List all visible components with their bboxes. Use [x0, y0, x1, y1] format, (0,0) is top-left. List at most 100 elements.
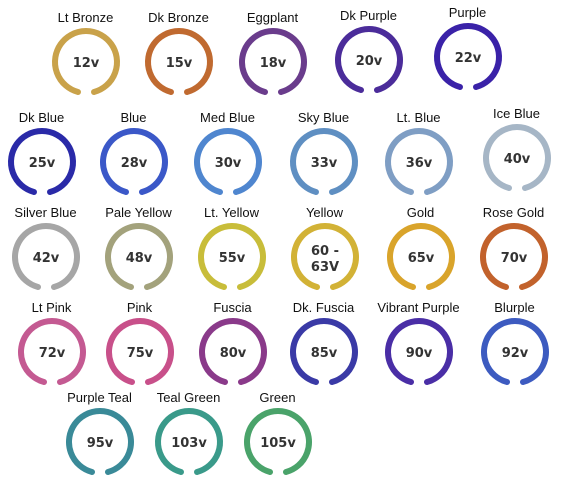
swatch-pale-yellow: Pale Yellow 48v [91, 205, 186, 300]
swatch-dk-fuscia: Dk. Fuscia 85v [276, 300, 371, 395]
swatch-voltage: 65v [408, 251, 435, 266]
ring-icon: 95v [66, 408, 134, 475]
swatch-sky-blue: Sky Blue 33v [276, 110, 371, 205]
swatch-voltage: 48v [126, 251, 153, 266]
swatch-name: Ice Blue [493, 106, 540, 121]
swatch-voltage: 20v [356, 54, 383, 69]
ring-icon: 90v [385, 318, 453, 385]
swatch-rose-gold: Rose Gold 70v [466, 205, 561, 300]
swatch-name: Green [259, 390, 296, 405]
swatch-purple: Purple 22v [420, 5, 515, 100]
ring-icon: 22v [434, 23, 502, 90]
swatch-voltage: 95v [87, 436, 114, 451]
ring-icon: 103v [155, 408, 223, 475]
swatch-name: Dk Purple [339, 8, 398, 23]
swatch-dk-purple: Dk Purple 20v [321, 8, 416, 103]
swatch-voltage: 80v [220, 346, 247, 361]
swatch-voltage: 33v [311, 156, 338, 171]
swatch-voltage: 90v [406, 346, 433, 361]
swatch-name: Yellow [305, 205, 344, 220]
swatch-voltage: 15v [166, 56, 193, 71]
swatch-name: Sky Blue [297, 110, 350, 125]
ring-icon: 55v [198, 223, 266, 290]
swatch-name: Dk Blue [18, 110, 65, 125]
ring-icon: 92v [481, 318, 549, 385]
swatch-voltage: 92v [502, 346, 529, 361]
swatch-teal-green: Teal Green 103v [141, 390, 236, 485]
swatch-eggplant: Eggplant 18v [225, 10, 320, 105]
swatch-name: Purple Teal [67, 390, 132, 405]
ring-icon: 65v [387, 223, 455, 290]
swatch-voltage: 103v [171, 436, 207, 451]
ring-icon: 33v [290, 128, 358, 195]
swatch-voltage: 28v [121, 156, 148, 171]
swatch-fuscia: Fuscia 80v [185, 300, 280, 395]
swatch-med-blue: Med Blue 30v [180, 110, 275, 205]
swatch-name: Vibrant Purple [377, 300, 460, 315]
ring-icon: 36v [385, 128, 453, 195]
ring-icon: 18v [239, 28, 307, 95]
ring-icon: 40v [483, 124, 551, 191]
swatch-voltage: 72v [39, 346, 66, 361]
swatch-silver-blue: Silver Blue 42v [0, 205, 93, 300]
ring-icon: 15v [145, 28, 213, 95]
ring-icon: 75v [106, 318, 174, 385]
swatch-voltage-line2: 63V [311, 260, 339, 275]
swatch-yellow: Yellow 60 - 63V [277, 205, 372, 300]
swatch-gold: Gold 65v [373, 205, 468, 300]
swatch-name: Purple [448, 5, 487, 20]
swatch-name: Med Blue [200, 110, 255, 125]
swatch-voltage: 30v [215, 156, 242, 171]
swatch-voltage: 36v [406, 156, 433, 171]
swatch-name: Silver Blue [14, 205, 77, 220]
swatch-name: Lt Pink [31, 300, 72, 315]
swatch-purple-teal: Purple Teal 95v [52, 390, 147, 485]
swatch-name: Fuscia [213, 300, 252, 315]
swatch-name: Teal Green [156, 390, 221, 405]
ring-icon: 48v [105, 223, 173, 290]
swatch-blue: Blue 28v [86, 110, 181, 205]
ring-icon: 28v [100, 128, 168, 195]
swatch-voltage: 42v [33, 251, 60, 266]
swatch-voltage: 25v [29, 156, 56, 171]
swatch-lt-yellow: Lt. Yellow 55v [184, 205, 279, 300]
swatch-voltage: 55v [219, 251, 246, 266]
swatch-name: Gold [406, 205, 435, 220]
swatch-dk-blue: Dk Blue 25v [0, 110, 89, 205]
swatch-lt-blue: Lt. Blue 36v [371, 110, 466, 205]
swatch-voltage: 105v [260, 436, 296, 451]
ring-icon: 85v [290, 318, 358, 385]
ring-icon: 20v [335, 26, 403, 93]
swatch-lt-pink: Lt Pink 72v [4, 300, 99, 395]
swatch-name: Dk Bronze [148, 10, 209, 25]
swatch-dk-bronze: Dk Bronze 15v [131, 10, 226, 105]
ring-icon: 42v [12, 223, 80, 290]
swatch-pink: Pink 75v [92, 300, 187, 395]
swatch-voltage-line1: 60 - [311, 244, 339, 259]
swatch-voltage: 12v [73, 56, 100, 71]
ring-icon: 60 - 63V [291, 223, 359, 290]
swatch-voltage: 18v [260, 56, 287, 71]
swatch-name: Lt. Blue [396, 110, 441, 125]
swatch-name: Rose Gold [482, 205, 545, 220]
swatch-name: Blue [120, 110, 147, 125]
swatch-green: Green 105v [230, 390, 325, 485]
ring-icon: 105v [244, 408, 312, 475]
swatch-voltage: 40v [504, 152, 531, 167]
swatch-name: Eggplant [246, 10, 299, 25]
swatch-voltage: 85v [311, 346, 338, 361]
ring-icon: 25v [8, 128, 76, 195]
swatch-name: Lt. Yellow [204, 205, 259, 220]
swatch-name: Pink [126, 300, 153, 315]
ring-icon: 70v [480, 223, 548, 290]
swatch-blurple: Blurple 92v [467, 300, 562, 395]
swatch-ice-blue: Ice Blue 40v [469, 106, 564, 201]
ring-icon: 12v [52, 28, 120, 95]
swatch-voltage: 70v [501, 251, 528, 266]
swatch-lt-bronze: Lt Bronze 12v [38, 10, 133, 105]
swatch-name: Dk. Fuscia [292, 300, 355, 315]
ring-icon: 72v [18, 318, 86, 385]
ring-icon: 80v [199, 318, 267, 385]
swatch-name: Blurple [494, 300, 535, 315]
swatch-vibrant-purple: Vibrant Purple 90v [371, 300, 466, 395]
